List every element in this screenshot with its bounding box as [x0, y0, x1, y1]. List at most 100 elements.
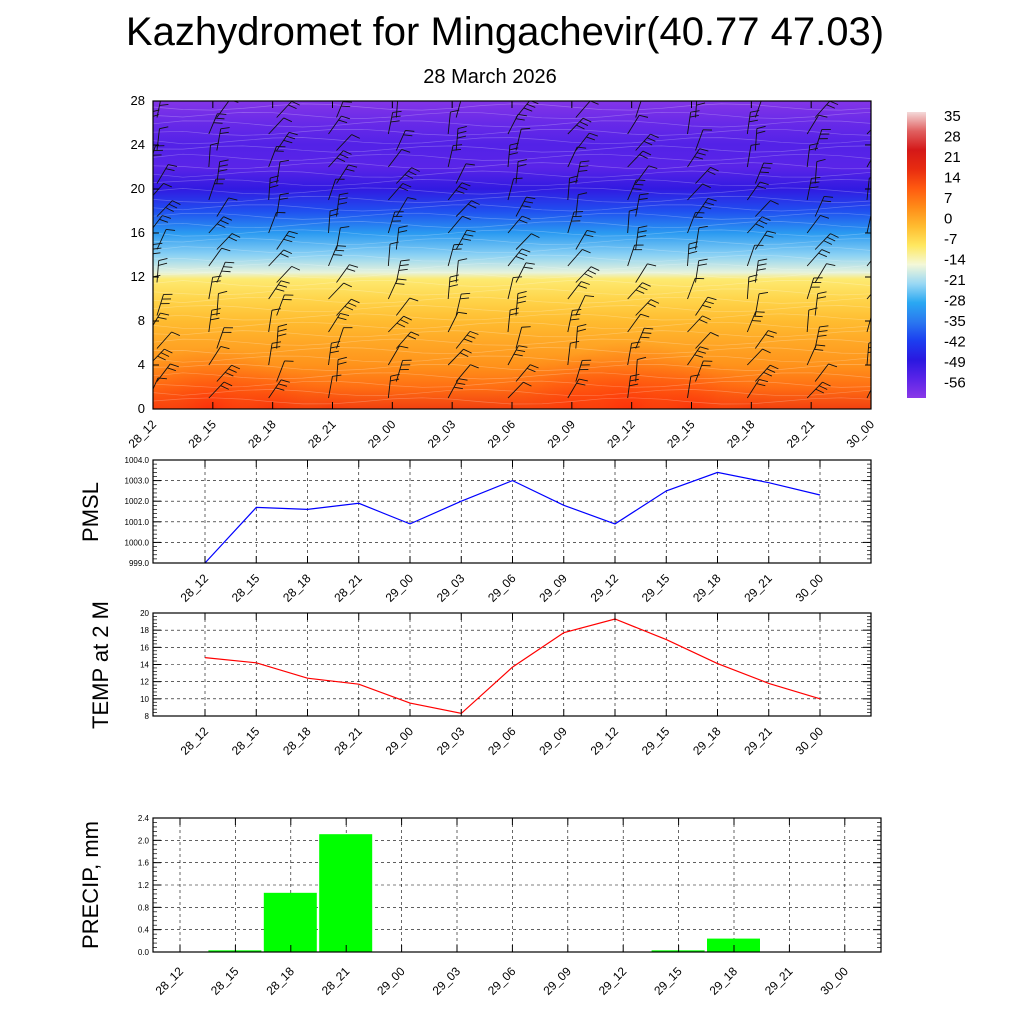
wind-barb-staff — [395, 227, 400, 250]
wind-barb-staff — [875, 134, 889, 151]
wind-barb-feather — [632, 188, 642, 190]
wind-barb-feather — [757, 263, 767, 266]
wind-barb-staff — [695, 227, 700, 250]
wind-barb-feather — [646, 137, 656, 142]
wind-barb-feather — [809, 147, 819, 151]
wind-barb-feather — [531, 233, 540, 239]
wind-barb-staff — [216, 101, 230, 118]
ytick-label: 1.6 — [138, 859, 150, 868]
wind-barb-staff — [336, 227, 341, 250]
wind-barb-feather — [278, 284, 288, 288]
wind-barb-feather — [886, 296, 895, 298]
cross-section-time-label: 28_18 — [245, 417, 279, 451]
wind-barb-feather — [821, 249, 831, 254]
wind-barb-staff — [627, 211, 630, 234]
wind-barb-staff — [746, 181, 761, 201]
wind-barb-feather — [160, 352, 170, 357]
wind-barb-feather — [286, 135, 296, 140]
wind-barb-staff — [806, 310, 810, 333]
wind-barb-staff — [455, 260, 459, 283]
wind-barb-staff — [575, 326, 578, 349]
wind-barb-feather — [165, 168, 175, 172]
wind-barb-staff — [156, 294, 164, 316]
wind-barb-staff — [276, 101, 292, 118]
wind-barb-staff — [515, 364, 531, 382]
wind-barb-feather — [698, 319, 708, 324]
wind-barb-staff — [635, 101, 642, 118]
time-label: 28_12 — [178, 724, 212, 758]
wind-barb-feather — [518, 219, 528, 224]
temp-grid — [153, 612, 871, 717]
wind-barb-staff — [746, 112, 751, 135]
wind-barb-staff — [455, 200, 472, 217]
ytick-label: 2.4 — [138, 814, 150, 823]
wind-barb-staff — [447, 378, 460, 399]
wind-barb-feather — [694, 156, 704, 160]
isotherm-line — [153, 137, 871, 145]
wind-barb-staff — [336, 264, 350, 283]
wind-barb-feather — [569, 175, 579, 179]
wind-barb-feather — [578, 192, 588, 196]
isotherm-line — [153, 204, 871, 212]
wind-barb-feather — [337, 356, 347, 360]
wind-barb-staff — [806, 114, 819, 135]
wind-barb-feather — [283, 238, 293, 243]
wind-barb-feather — [822, 381, 831, 387]
wind-barb-feather — [224, 371, 234, 377]
wind-barb-staff — [276, 360, 285, 382]
wind-barb-feather — [885, 230, 894, 231]
wind-barb-feather — [275, 387, 285, 391]
wind-barb-staff — [866, 388, 871, 399]
precip-bars — [208, 834, 760, 952]
wind-barb-feather — [517, 159, 527, 163]
wind-barb-feather — [582, 248, 591, 254]
wind-barb-staff — [806, 344, 817, 366]
time-label: 28_21 — [319, 964, 353, 998]
wind-barb-feather — [518, 345, 528, 348]
wind-barb-feather — [577, 323, 587, 328]
time-label: 29_00 — [383, 724, 417, 758]
ytick-label: 12 — [140, 678, 149, 687]
wind-barb-feather — [868, 342, 871, 344]
wind-barb-feather — [578, 169, 588, 172]
time-label: 29_09 — [536, 724, 570, 758]
wind-barb-feather — [523, 266, 533, 269]
wind-barb-staff — [208, 381, 225, 399]
time-label: 29_03 — [434, 571, 468, 605]
wind-barb-staff — [515, 101, 531, 118]
wind-barb-feather — [400, 319, 409, 324]
wind-barb-feather — [707, 197, 717, 202]
wind-barb-staff — [627, 343, 633, 366]
wind-barb-feather — [452, 248, 462, 250]
wind-barb-feather — [702, 304, 712, 309]
wind-barb-feather — [453, 243, 463, 246]
pmsl-panel: 999.0 1000.0 1001.0 1002.0 1003.0 1004.0 28_12… — [78, 456, 872, 605]
wind-barb-feather — [814, 348, 824, 351]
wind-barb-staff — [806, 215, 821, 234]
wind-barb-staff — [216, 197, 229, 217]
time-label: 29_18 — [690, 571, 724, 605]
wind-barb-feather — [216, 223, 226, 228]
wind-barb-feather — [272, 341, 282, 344]
time-label: 29_06 — [485, 964, 519, 998]
colorbar-label: -56 — [944, 375, 966, 392]
wind-barb-feather — [401, 149, 411, 153]
wind-barb-staff — [866, 260, 871, 267]
wind-barb-feather — [286, 234, 296, 239]
wind-barb-feather — [756, 130, 766, 134]
wind-barb-staff — [754, 101, 762, 118]
wind-barb-feather — [218, 169, 228, 172]
time-label: 29_12 — [588, 571, 622, 605]
wind-barb-feather — [630, 346, 640, 349]
wind-barb-staff — [814, 326, 820, 349]
isotherm-line — [153, 296, 871, 304]
wind-barb-feather — [696, 102, 706, 106]
wind-barb-feather — [466, 229, 476, 233]
wind-barb-staff — [395, 297, 411, 316]
wind-barb-feather — [449, 279, 459, 283]
wind-barb-staff — [567, 249, 583, 267]
wind-barb-feather — [762, 348, 771, 354]
wind-barb-staff — [208, 247, 223, 267]
wind-barb-feather — [457, 311, 467, 315]
time-label: 28_18 — [280, 571, 314, 605]
